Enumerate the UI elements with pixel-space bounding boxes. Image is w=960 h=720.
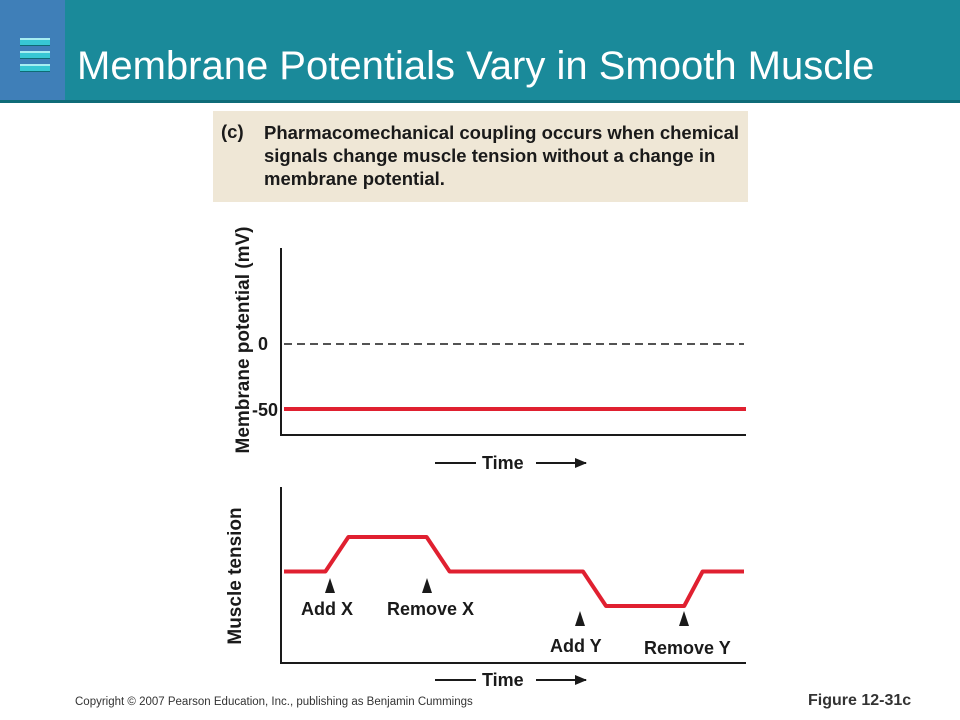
- caption-term: Pharmacomechanical coupling: [264, 122, 537, 143]
- y-tick-minus-50: -50: [252, 400, 278, 420]
- list-icon-bar: [20, 51, 50, 59]
- header-accent: [0, 0, 65, 100]
- list-icon-bar: [20, 64, 50, 72]
- caption-text: Pharmacomechanical coupling occurs when …: [264, 121, 744, 190]
- y-tick-0: 0: [258, 334, 268, 354]
- caption-body: occurs when chemical signals change musc…: [264, 122, 740, 189]
- tension-x-label: Time: [482, 670, 524, 690]
- add-x-marker-icon: [325, 578, 335, 593]
- figure-caption: (c) Pharmacomechanical coupling occurs w…: [213, 111, 748, 202]
- figure-number: Figure 12-31c: [808, 692, 912, 709]
- slide-title: Membrane Potentials Vary in Smooth Muscl…: [77, 44, 875, 88]
- header-divider: [0, 100, 960, 103]
- potential-x-label: Time: [482, 453, 524, 473]
- remove-x-label: Remove X: [387, 599, 474, 619]
- add-y-label: Add Y: [550, 636, 602, 656]
- list-icon: [20, 38, 50, 77]
- remove-y-label: Remove Y: [644, 638, 731, 658]
- list-icon-bar: [20, 38, 50, 46]
- add-x-label: Add X: [301, 599, 353, 619]
- potential-y-label: Membrane potential (mV): [233, 227, 254, 454]
- muscle-tension-trace: [284, 535, 744, 608]
- remove-x-marker-icon: [422, 578, 432, 593]
- copyright-notice: Copyright © 2007 Pearson Education, Inc.…: [75, 696, 473, 708]
- tension-y-label: Muscle tension: [225, 507, 246, 644]
- header-bar: [0, 0, 960, 100]
- add-y-marker-icon: [575, 611, 585, 626]
- caption-label: (c): [221, 121, 244, 142]
- remove-y-marker-icon: [679, 611, 689, 626]
